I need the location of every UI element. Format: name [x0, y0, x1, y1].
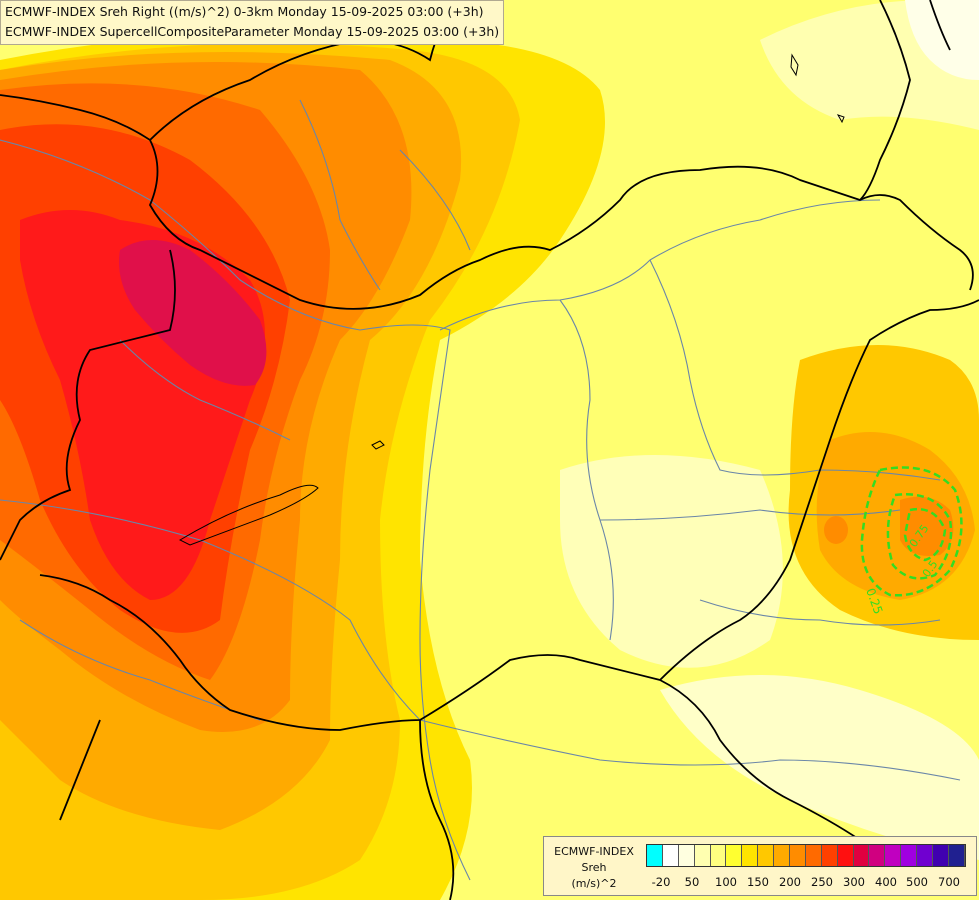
small-island-2	[836, 114, 845, 124]
legend-swatch	[694, 845, 711, 866]
legend-swatch	[726, 845, 743, 866]
legend-swatch	[805, 845, 822, 866]
legend-swatch	[869, 845, 886, 866]
legend-tick: 250	[811, 875, 833, 889]
field-pale-southeast	[660, 675, 979, 860]
small-island	[790, 53, 799, 77]
map-title-box: ECMWF-INDEX Sreh Right ((m/s)^2) 0-3km M…	[0, 0, 505, 45]
field-white-corner	[905, 0, 979, 80]
lake	[178, 484, 319, 546]
legend-tick: 200	[779, 875, 801, 889]
field-east-dark	[900, 496, 954, 556]
legend-param: Sreh	[581, 861, 607, 874]
legend-tick: 300	[843, 875, 865, 889]
legend-tick: 700	[938, 875, 960, 889]
legend-swatch	[774, 845, 791, 866]
legend-tick: 50	[684, 875, 700, 889]
legend-swatch	[917, 845, 934, 866]
legend-units: (m/s)^2	[571, 877, 617, 890]
legend-swatch	[742, 845, 759, 866]
legend-swatch	[790, 845, 806, 866]
legend-swatch	[853, 845, 870, 866]
legend-tick: 100	[715, 875, 737, 889]
map-title-scp: ECMWF-INDEX SupercellCompositeParameter …	[5, 24, 500, 39]
legend-swatches	[646, 844, 966, 867]
legend-tick: -20	[651, 875, 671, 889]
field-magenta	[119, 240, 267, 386]
legend-source: ECMWF-INDEX	[554, 845, 634, 858]
field-pale-east	[560, 455, 783, 668]
scp-contour-05	[886, 493, 953, 580]
color-legend: ECMWF-INDEX Sreh (m/s)^2 -20 50 100 150 200 2…	[543, 836, 977, 896]
legend-swatch	[885, 845, 902, 866]
scp-contours	[860, 466, 963, 597]
legend-swatch	[678, 845, 695, 866]
legend-swatch	[948, 845, 965, 866]
legend-swatch	[837, 845, 854, 866]
legend-swatch	[647, 845, 663, 866]
small-lake	[371, 440, 385, 450]
field-east-spot	[824, 516, 848, 544]
legend-swatch	[821, 845, 838, 866]
rivers	[0, 99, 961, 881]
legend-tick: 150	[747, 875, 769, 889]
legend-swatch	[662, 845, 679, 866]
legend-tick: 500	[906, 875, 928, 889]
legend-swatch	[758, 845, 775, 866]
map-title-sreh: ECMWF-INDEX Sreh Right ((m/s)^2) 0-3km M…	[5, 4, 484, 19]
legend-swatch	[710, 845, 727, 866]
legend-tick: 400	[875, 875, 897, 889]
scp-contour-075	[903, 507, 947, 562]
legend-swatch	[901, 845, 918, 866]
scp-contour-025	[860, 466, 963, 597]
legend-swatch	[933, 845, 949, 866]
